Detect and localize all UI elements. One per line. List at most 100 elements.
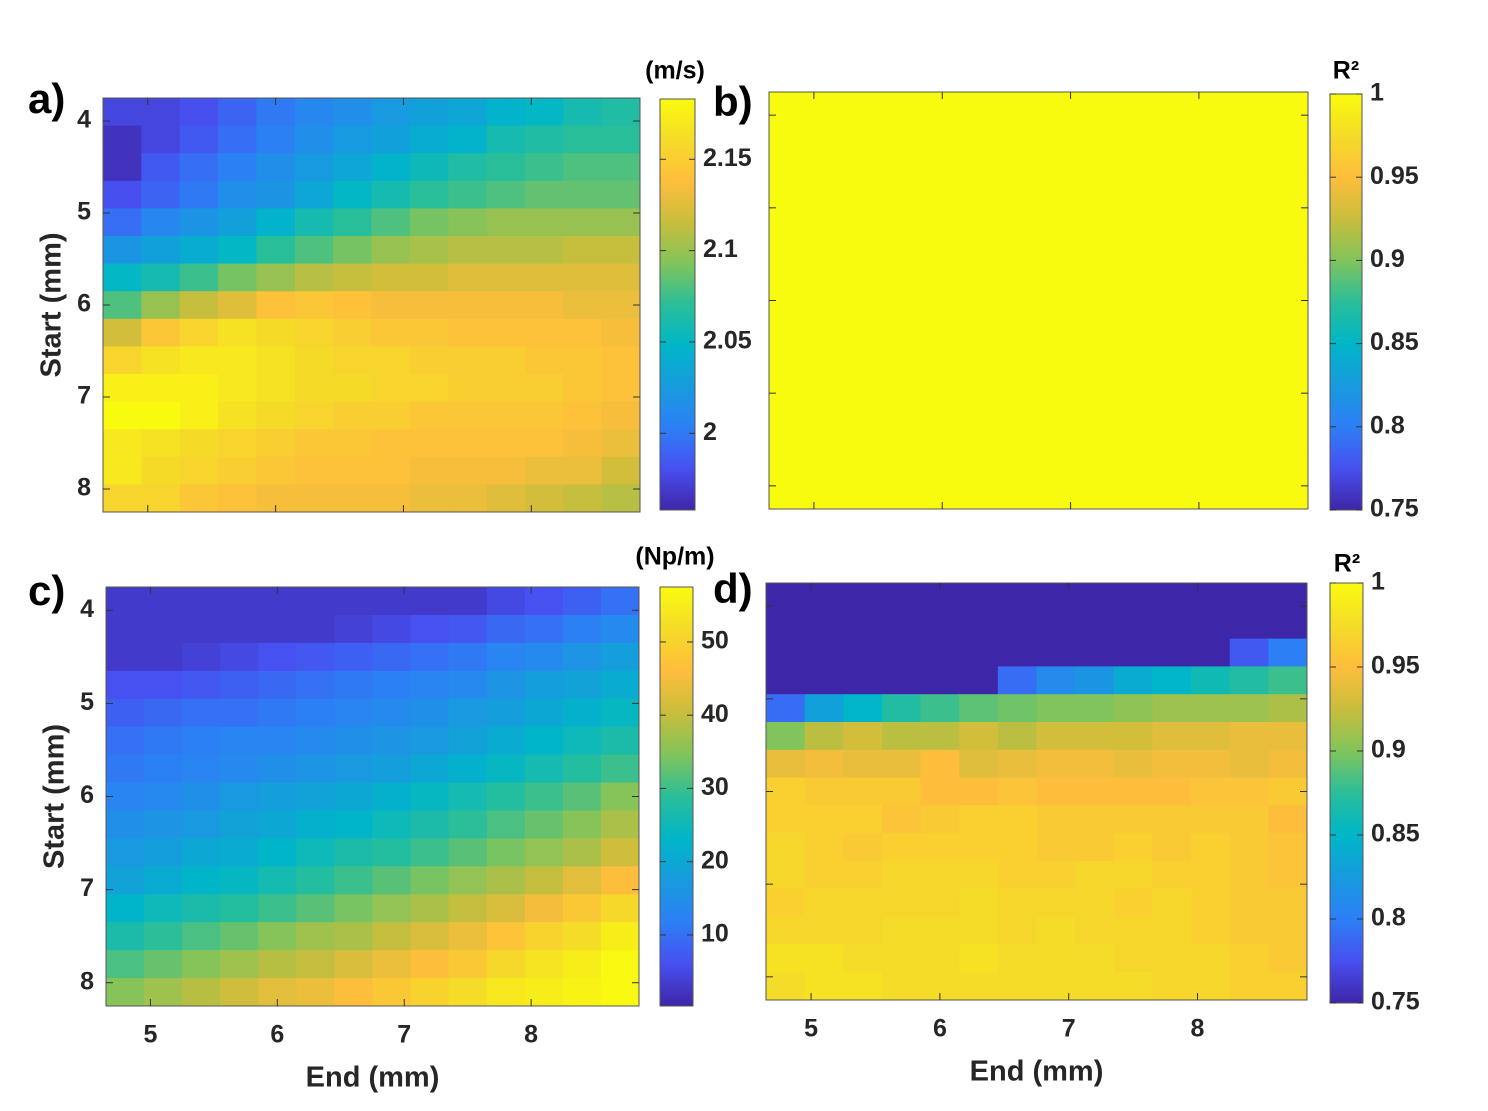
heatmap-cell [846,425,885,454]
heatmap-cell [294,125,334,154]
heatmap-cell [923,342,962,371]
heatmap-cell [1269,175,1309,204]
heatmap-cell [920,888,960,918]
heatmap-cell [409,98,449,127]
heatmap-cell [959,610,999,640]
heatmap-cell [766,666,806,695]
heatmap-cell [1229,610,1269,640]
heatmap-cell [294,291,334,320]
heatmap-cell [296,670,335,700]
heatmap-cell [371,208,411,237]
heatmap-cell [766,888,806,918]
heatmap-cell [959,777,999,806]
heatmap-cell [182,950,221,979]
heatmap-cell [1154,453,1193,482]
heatmap-cell [1036,694,1076,723]
heatmap-cell [843,694,883,723]
heatmap-cell [524,810,564,839]
panel-label: b) [713,78,753,125]
heatmap-cell [333,125,372,154]
heatmap-cell [258,838,297,867]
heatmap-cell [258,950,297,979]
heatmap-cell [258,866,297,895]
heatmap-cell [141,208,181,237]
heatmap-cell [1231,147,1270,176]
heatmap-cell [923,286,962,315]
heatmap-cell [843,583,883,612]
heatmap-cell [920,749,960,779]
heatmap-cell [1115,397,1155,427]
heatmap-cell [1113,944,1153,973]
heatmap-cell [372,614,412,644]
heatmap-cell [881,583,922,612]
heatmap-cell [141,125,181,154]
heatmap-cell [563,153,603,182]
heatmap-cell [410,894,450,923]
heatmap-cell [769,119,808,149]
heatmap-cell [334,922,373,951]
heatmap-cell [804,833,844,862]
heatmap-cell [372,754,412,784]
heatmap-cell [144,866,183,895]
heatmap-cell [881,972,922,1001]
heatmap-cell [371,484,411,513]
heatmap-cell [846,481,885,510]
heatmap-cell [1229,861,1269,890]
heatmap-cell [106,587,145,616]
heatmap-cell [182,922,221,951]
heatmap-cell [1115,119,1155,149]
heatmap-cell [448,866,488,895]
heatmap-cell [182,642,221,672]
heatmap-cell [333,98,372,127]
heatmap-cell [959,749,999,779]
heatmap-cell [410,614,450,644]
heatmap-cell [1268,722,1308,751]
heatmap-cell [218,456,257,485]
heatmap-cell [1268,583,1308,612]
heatmap-cell [103,401,142,430]
heatmap-cell [409,429,449,458]
heatmap-cell [1038,175,1078,204]
heatmap-cell [1075,805,1115,834]
heatmap-cell [961,314,1001,343]
heatmap-cell [804,638,844,667]
heatmap-cell [372,810,412,839]
heatmap-cell [1229,583,1269,612]
y-tick-label: 7 [80,874,94,902]
heatmap-cell [1269,453,1309,482]
heatmap-cell [766,749,806,779]
heatmap-cell [1191,583,1231,612]
heatmap-cell [296,810,335,839]
heatmap-cell [141,429,181,458]
heatmap-cell [1152,944,1192,973]
heatmap-cell [218,291,257,320]
heatmap-cell [1191,972,1231,1001]
heatmap-cell [1191,888,1231,918]
heatmap-cell [1077,286,1116,315]
heatmap-cell [923,258,962,288]
heatmap-cell [843,638,883,667]
colorbar-tick-label: 20 [701,846,729,874]
heatmap-cell [1231,453,1270,482]
heatmap-cell [961,175,1001,204]
y-tick-label: 6 [80,781,94,809]
heatmap-cell [1000,203,1039,232]
heatmap-cell [1192,231,1232,260]
heatmap-cell [409,346,449,375]
heatmap-cell [843,666,883,695]
heatmap-cell [1268,944,1308,973]
heatmap-cell [600,726,640,756]
heatmap-cell [769,231,808,260]
heatmap-cell [256,208,296,237]
heatmap-cell [1036,888,1076,918]
heatmap-cell [1231,342,1270,371]
heatmap-cell [218,236,257,265]
heatmap-cell [256,401,296,430]
heatmap-cell [961,231,1001,260]
heatmap-cell [1036,833,1076,862]
heatmap-cell [333,429,372,458]
heatmap-cell [1038,231,1078,260]
heatmap-cell [1077,147,1116,176]
heatmap-cell [766,638,806,667]
heatmap-cell [1036,861,1076,890]
